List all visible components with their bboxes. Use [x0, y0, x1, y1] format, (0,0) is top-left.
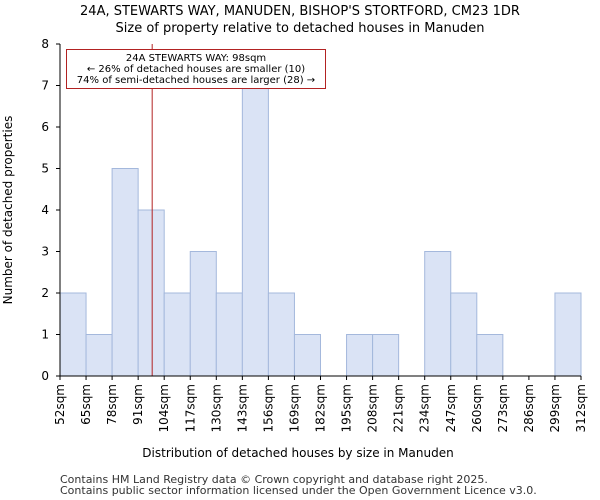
x-tick-label: 221sqm	[392, 384, 406, 432]
annotation-line-3: 74% of semi-detached houses are larger (…	[76, 75, 316, 86]
x-tick-label: 143sqm	[235, 384, 249, 432]
histogram-bar	[554, 292, 582, 377]
x-tick-label: 182sqm	[314, 384, 328, 432]
x-tick-label: 273sqm	[496, 384, 510, 432]
histogram-bars	[59, 85, 582, 377]
y-tick-label: 1	[41, 328, 49, 342]
histogram-bar	[450, 292, 478, 377]
x-tick-label: 156sqm	[261, 384, 275, 432]
x-tick-label: 195sqm	[340, 384, 354, 432]
x-tick-label: 260sqm	[470, 384, 484, 432]
x-tick-label: 65sqm	[79, 384, 93, 425]
x-tick-label: 130sqm	[209, 384, 223, 432]
histogram-bar	[241, 85, 269, 377]
y-axis-label: Number of detached properties	[1, 116, 15, 305]
annotation-line-1: 24A STEWARTS WAY: 98sqm	[125, 53, 267, 64]
y-tick-label: 7	[41, 79, 49, 93]
footer-line-1: Contains HM Land Registry data © Crown c…	[60, 473, 488, 486]
y-tick-label: 5	[41, 162, 49, 176]
chart-subtitle: Size of property relative to detached ho…	[115, 21, 485, 36]
y-tick-label: 0	[41, 369, 49, 383]
y-tick-label: 3	[41, 245, 49, 259]
x-tick-label: 52sqm	[53, 384, 67, 425]
y-tick-label: 8	[41, 37, 49, 51]
x-tick-label: 78sqm	[105, 384, 119, 425]
histogram-bar	[189, 251, 217, 377]
x-tick-label: 299sqm	[548, 384, 562, 432]
x-tick-label: 286sqm	[522, 384, 536, 432]
footer-line-2: Contains public sector information licen…	[60, 484, 537, 497]
x-tick-label: 91sqm	[131, 384, 145, 425]
x-tick-label: 208sqm	[366, 384, 380, 432]
y-tick-label: 4	[41, 203, 49, 217]
histogram-bar	[346, 334, 374, 377]
y-tick-label: 6	[41, 120, 49, 134]
x-tick-label: 312sqm	[574, 384, 588, 432]
histogram-bar	[372, 334, 400, 377]
histogram-bar	[163, 292, 191, 377]
x-tick-labels: 52sqm 65sqm 78sqm 91sqm 104sqm 117sqm 130sqm 14…	[53, 376, 588, 432]
x-tick-label: 247sqm	[444, 384, 458, 432]
chart-title: 24A, STEWARTS WAY, MANUDEN, BISHOP'S STO…	[80, 4, 520, 19]
annotation-box: 24A STEWARTS WAY: 98sqm ← 26% of detache…	[66, 49, 326, 89]
histogram-bar	[424, 251, 452, 377]
histogram-bar	[476, 334, 504, 377]
x-tick-label: 234sqm	[418, 384, 432, 432]
histogram-bar	[267, 292, 295, 377]
histogram-bar	[293, 334, 322, 377]
histogram-bar	[215, 292, 243, 377]
histogram-bar	[111, 168, 139, 377]
annotation-line-2: ← 26% of detached houses are smaller (10…	[86, 64, 306, 75]
histogram-bar	[137, 209, 165, 377]
x-tick-label: 104sqm	[157, 384, 171, 432]
histogram-bar	[59, 292, 87, 377]
x-axis-label: Distribution of detached houses by size …	[142, 446, 453, 460]
histogram-bar	[85, 334, 113, 377]
x-tick-label: 117sqm	[183, 384, 197, 432]
y-tick-labels: 0 1 2 3 4 5 6 7 8	[41, 37, 60, 383]
x-tick-label: 169sqm	[287, 384, 301, 432]
y-tick-label: 2	[41, 286, 49, 300]
